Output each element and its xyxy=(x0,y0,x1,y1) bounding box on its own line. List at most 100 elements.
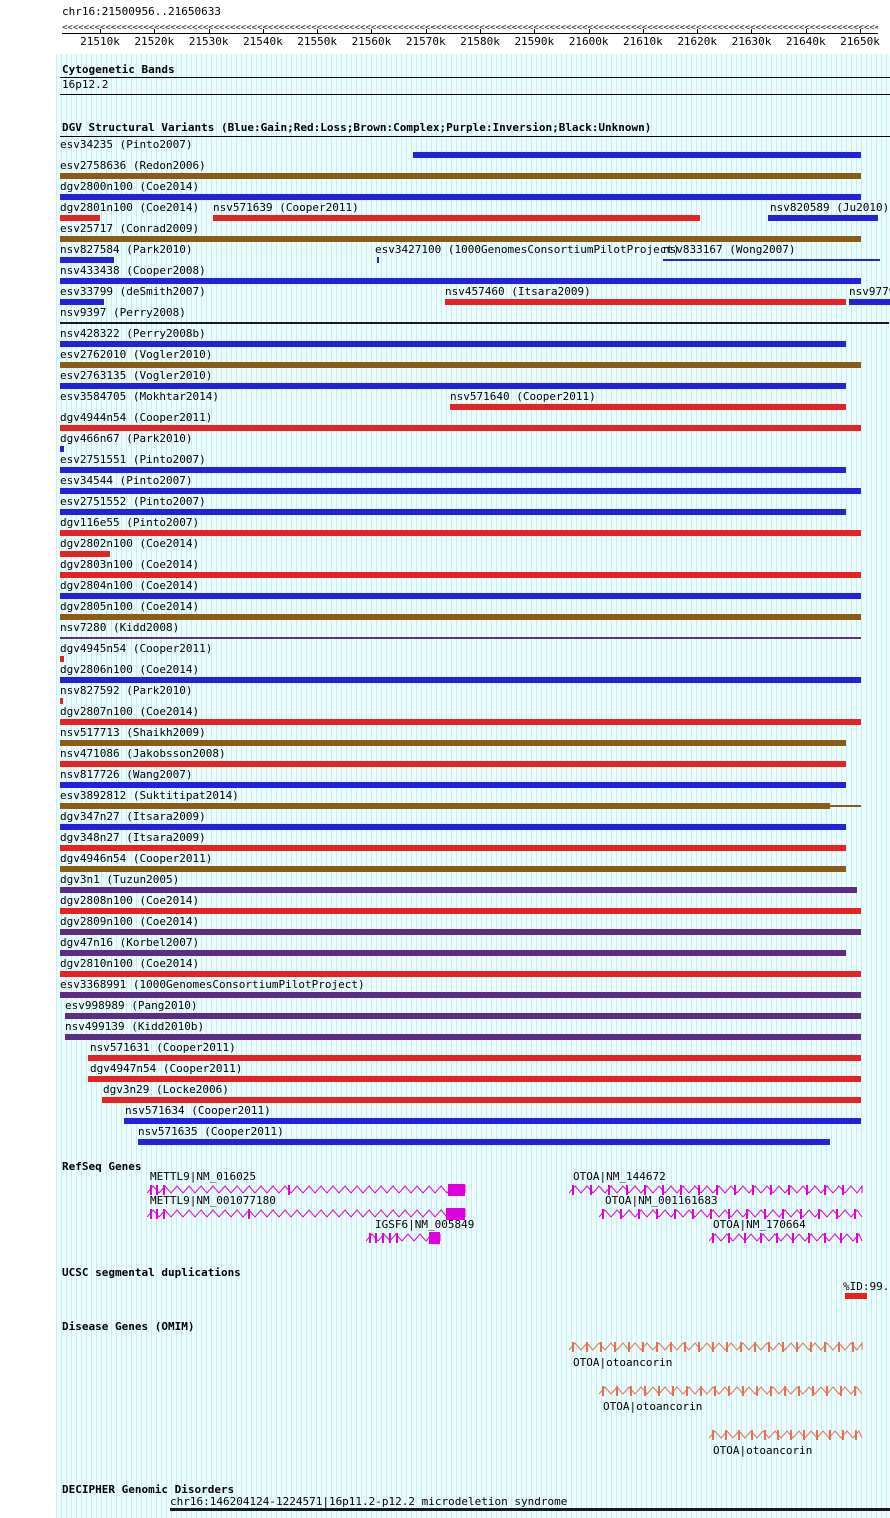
variant-bar[interactable] xyxy=(450,404,846,410)
gene-structure[interactable] xyxy=(599,1205,866,1223)
variant-bar[interactable] xyxy=(65,1013,861,1019)
gene-structure[interactable] xyxy=(147,1205,469,1223)
variant-bar[interactable] xyxy=(138,1139,830,1145)
variant-bar[interactable] xyxy=(60,572,861,578)
variant-label[interactable]: dgv2802n100 (Coe2014) xyxy=(60,537,200,550)
variant-bar[interactable] xyxy=(60,341,846,347)
variant-label[interactable]: esv998989 (Pang2010) xyxy=(65,999,198,1012)
variant-label[interactable]: esv3892812 (Suktitipat2014) xyxy=(60,789,239,802)
variant-bar[interactable] xyxy=(60,236,861,242)
variant-label[interactable]: nsv517713 (Shaikh2009) xyxy=(60,726,206,739)
variant-label[interactable]: dgv2806n100 (Coe2014) xyxy=(60,663,200,676)
variant-bar[interactable] xyxy=(60,992,861,998)
variant-label[interactable]: dgv4947n54 (Cooper2011) xyxy=(90,1062,243,1075)
variant-label[interactable]: esv2751552 (Pinto2007) xyxy=(60,495,206,508)
variant-bar[interactable] xyxy=(124,1118,861,1124)
variant-label[interactable]: esv34235 (Pinto2007) xyxy=(60,138,193,151)
variant-label[interactable]: dgv348n27 (Itsara2009) xyxy=(60,831,206,844)
variant-label[interactable]: nsv571634 (Cooper2011) xyxy=(125,1104,271,1117)
variant-label[interactable]: dgv3n29 (Locke2006) xyxy=(103,1083,229,1096)
variant-label[interactable]: dgv2800n100 (Coe2014) xyxy=(60,180,200,193)
variant-bar[interactable] xyxy=(60,446,64,452)
variant-bar[interactable] xyxy=(60,488,861,494)
variant-bar[interactable] xyxy=(60,173,861,179)
segdup-bar[interactable] xyxy=(845,1293,867,1299)
variant-label[interactable]: nsv571640 (Cooper2011) xyxy=(450,390,596,403)
variant-bar[interactable] xyxy=(60,824,846,830)
variant-bar[interactable] xyxy=(60,383,846,389)
variant-label[interactable]: nsv571635 (Cooper2011) xyxy=(138,1125,284,1138)
gene-structure[interactable] xyxy=(569,1181,866,1199)
gene-label[interactable]: METTL9|NM_016025 xyxy=(150,1170,256,1183)
variant-bar[interactable] xyxy=(830,805,861,807)
gene-label[interactable]: OTOA|otoancorin xyxy=(573,1356,673,1369)
gene-label[interactable]: IGSF6|NM_005849 xyxy=(375,1218,475,1231)
variant-bar[interactable] xyxy=(60,593,861,599)
variant-label[interactable]: dgv2804n100 (Coe2014) xyxy=(60,579,200,592)
variant-bar[interactable] xyxy=(60,467,846,473)
gene-structure[interactable] xyxy=(366,1229,444,1247)
variant-bar[interactable] xyxy=(60,322,889,324)
variant-label[interactable]: dgv466n67 (Park2010) xyxy=(60,432,193,445)
variant-label[interactable]: dgv2803n100 (Coe2014) xyxy=(60,558,200,571)
variant-label[interactable]: esv34544 (Pinto2007) xyxy=(60,474,193,487)
variant-label[interactable]: nsv827584 (Park2010) xyxy=(60,243,193,256)
variant-label[interactable]: dgv347n27 (Itsara2009) xyxy=(60,810,206,823)
variant-label[interactable]: nsv571639 (Cooper2011) xyxy=(213,201,359,214)
variant-bar[interactable] xyxy=(88,1055,861,1061)
variant-bar[interactable] xyxy=(60,908,861,914)
variant-bar[interactable] xyxy=(60,887,857,893)
variant-label[interactable]: nsv457460 (Itsara2009) xyxy=(445,285,591,298)
variant-bar[interactable] xyxy=(60,782,846,788)
variant-bar[interactable] xyxy=(60,719,861,725)
variant-label[interactable]: dgv2808n100 (Coe2014) xyxy=(60,894,200,907)
variant-bar[interactable] xyxy=(60,509,846,515)
gene-label[interactable]: OTOA|otoancorin xyxy=(713,1444,813,1457)
gene-label[interactable]: OTOA|NM_001161683 xyxy=(605,1194,718,1207)
variant-label[interactable]: nsv499139 (Kidd2010b) xyxy=(65,1020,205,1033)
variant-label[interactable]: nsv471086 (Jakobsson2008) xyxy=(60,747,226,760)
variant-bar[interactable] xyxy=(60,194,861,200)
variant-bar[interactable] xyxy=(88,1076,861,1082)
variant-bar[interactable] xyxy=(60,257,114,263)
variant-label[interactable]: nsv433438 (Cooper2008) xyxy=(60,264,206,277)
variant-bar[interactable] xyxy=(60,530,861,536)
variant-bar[interactable] xyxy=(445,299,846,305)
variant-bar[interactable] xyxy=(60,698,63,704)
variant-bar[interactable] xyxy=(60,929,861,935)
gene-structure[interactable] xyxy=(709,1426,866,1444)
variant-bar[interactable] xyxy=(60,950,846,956)
gene-label[interactable]: OTOA|NM_144672 xyxy=(573,1170,666,1183)
variant-label[interactable]: nsv9397 (Perry2008) xyxy=(60,306,186,319)
variant-bar[interactable] xyxy=(60,278,861,284)
variant-label[interactable]: dgv4944n54 (Cooper2011) xyxy=(60,411,213,424)
variant-bar[interactable] xyxy=(60,614,861,620)
gene-structure[interactable] xyxy=(569,1338,866,1356)
variant-bar[interactable] xyxy=(60,362,861,368)
gene-structure[interactable] xyxy=(147,1181,469,1199)
gene-structure[interactable] xyxy=(709,1229,866,1247)
decipher-syndrome-label[interactable]: chr16:146204124-1224571|16p11.2-p12.2 mi… xyxy=(170,1495,568,1508)
variant-label[interactable]: dgv116e55 (Pinto2007) xyxy=(60,516,200,529)
variant-label[interactable]: dgv4946n54 (Cooper2011) xyxy=(60,852,213,865)
variant-bar[interactable] xyxy=(60,656,64,662)
variant-bar[interactable] xyxy=(60,971,861,977)
variant-label[interactable]: nsv827592 (Park2010) xyxy=(60,684,193,697)
variant-label[interactable]: dgv2809n100 (Coe2014) xyxy=(60,915,200,928)
variant-label[interactable]: esv2762010 (Vogler2010) xyxy=(60,348,213,361)
variant-bar[interactable] xyxy=(768,215,878,221)
variant-bar[interactable] xyxy=(60,761,846,767)
variant-bar[interactable] xyxy=(849,299,890,305)
variant-bar[interactable] xyxy=(60,215,100,221)
variant-label[interactable]: dgv2807n100 (Coe2014) xyxy=(60,705,200,718)
variant-bar[interactable] xyxy=(60,866,846,872)
variant-bar[interactable] xyxy=(60,803,830,809)
variant-label[interactable]: esv3368991 (1000GenomesConsortiumPilotPr… xyxy=(60,978,365,991)
gene-label[interactable]: METTL9|NM_001077180 xyxy=(150,1194,276,1207)
variant-label[interactable]: esv33799 (deSmith2007) xyxy=(60,285,206,298)
gene-label[interactable]: OTOA|otoancorin xyxy=(603,1400,703,1413)
decipher-bar[interactable] xyxy=(170,1508,890,1511)
variant-label[interactable]: nsv833167 (Wong2007) xyxy=(663,243,796,256)
variant-bar[interactable] xyxy=(60,637,861,639)
variant-bar[interactable] xyxy=(213,215,700,221)
